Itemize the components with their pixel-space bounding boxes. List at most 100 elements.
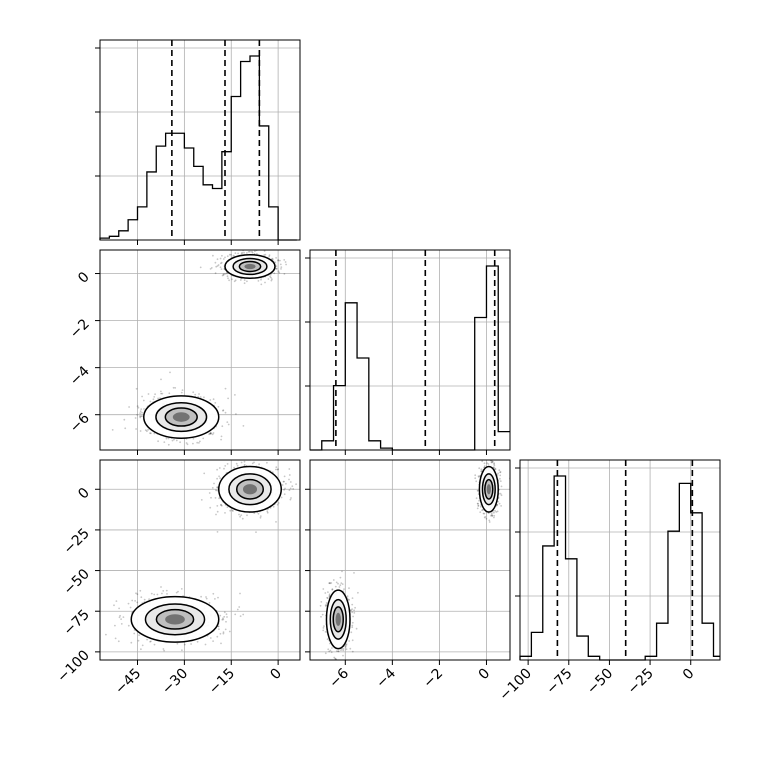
- sample-point: [157, 397, 160, 400]
- sample-point: [286, 458, 288, 460]
- sample-point: [485, 456, 487, 458]
- sample-point: [328, 650, 331, 653]
- sample-point: [351, 608, 353, 611]
- sample-point: [348, 599, 350, 601]
- sample-point: [226, 275, 229, 278]
- sample-point: [352, 615, 354, 618]
- sample-point: [478, 476, 480, 478]
- histogram-steps: [519, 475, 720, 661]
- sample-point: [130, 641, 133, 644]
- sample-point: [339, 576, 342, 579]
- sample-point: [283, 259, 286, 261]
- sample-point: [217, 405, 220, 408]
- sample-point: [161, 592, 163, 595]
- sample-point: [335, 581, 338, 584]
- sample-point: [260, 283, 263, 286]
- sample-point: [220, 268, 223, 270]
- sample-point: [153, 593, 156, 596]
- sample-point: [226, 506, 229, 508]
- sample-point: [139, 589, 142, 592]
- sample-point: [246, 280, 248, 283]
- sample-point: [219, 266, 222, 269]
- sample-point: [194, 393, 197, 396]
- sample-point: [220, 503, 223, 506]
- sample-point: [222, 409, 225, 411]
- sample-point: [266, 510, 269, 513]
- sample-point: [288, 489, 291, 492]
- sample-point: [337, 650, 340, 653]
- sample-point: [214, 272, 217, 275]
- sample-point: [117, 640, 120, 643]
- sample-point: [240, 252, 243, 255]
- sample-point: [226, 421, 229, 423]
- sample-point: [167, 437, 170, 440]
- sample-point: [217, 625, 220, 628]
- sample-point: [220, 261, 223, 264]
- sample-point: [243, 282, 246, 285]
- sample-point: [349, 647, 352, 650]
- sample-point: [268, 255, 271, 258]
- sample-point: [153, 432, 156, 435]
- sample-point: [331, 588, 334, 590]
- sample-point: [216, 486, 219, 489]
- sample-point: [331, 588, 334, 591]
- histogram-panel-p2: [305, 249, 511, 451]
- sample-point: [484, 516, 487, 518]
- sample-point: [279, 263, 282, 266]
- sample-point: [224, 512, 226, 514]
- panel-content: [100, 248, 300, 450]
- sample-point: [246, 252, 248, 254]
- sample-point: [141, 415, 144, 418]
- sample-point: [255, 531, 257, 533]
- sample-point: [479, 505, 482, 508]
- sample-point: [278, 271, 281, 274]
- sample-point: [491, 460, 494, 463]
- sample-point: [336, 650, 338, 652]
- sample-point: [185, 442, 188, 444]
- sample-point: [233, 280, 236, 283]
- sample-point: [220, 435, 223, 438]
- sample-point: [324, 652, 327, 655]
- sample-point: [345, 648, 348, 651]
- sample-point: [486, 455, 488, 457]
- sample-point: [221, 254, 223, 257]
- sample-point: [490, 514, 492, 517]
- sample-point: [218, 497, 221, 500]
- sample-point: [212, 398, 215, 401]
- sample-point: [135, 428, 138, 430]
- sample-point: [328, 593, 331, 596]
- sample-point: [240, 514, 243, 516]
- sample-point: [258, 463, 260, 466]
- sample-point: [243, 460, 246, 463]
- sample-point: [271, 278, 273, 281]
- sample-point: [114, 637, 117, 640]
- sample-point: [247, 248, 249, 250]
- sample-point: [114, 624, 116, 627]
- density-fill: [242, 484, 258, 495]
- sample-point: [147, 393, 150, 395]
- sample-point: [483, 516, 486, 519]
- histogram-panel-p1: [95, 39, 301, 241]
- sample-point: [211, 433, 214, 436]
- sample-point: [223, 611, 226, 614]
- sample-point: [160, 586, 162, 588]
- sample-point: [277, 259, 280, 262]
- sample-point: [143, 598, 146, 601]
- sample-point: [328, 594, 331, 597]
- sample-point: [233, 466, 236, 469]
- contour-line: [155, 402, 208, 433]
- sample-point: [197, 395, 200, 398]
- sample-point: [139, 430, 142, 432]
- sample-point: [342, 654, 344, 657]
- sample-point: [334, 585, 337, 588]
- sample-point: [490, 513, 493, 516]
- x-tick-label-p3: 0: [680, 666, 698, 684]
- sample-point: [224, 465, 227, 467]
- contour-line: [164, 407, 198, 427]
- sample-point: [353, 612, 356, 614]
- sample-point: [351, 650, 354, 653]
- sample-point: [480, 470, 483, 472]
- sample-point: [280, 266, 283, 268]
- sample-point: [493, 514, 496, 517]
- sample-point: [208, 433, 211, 436]
